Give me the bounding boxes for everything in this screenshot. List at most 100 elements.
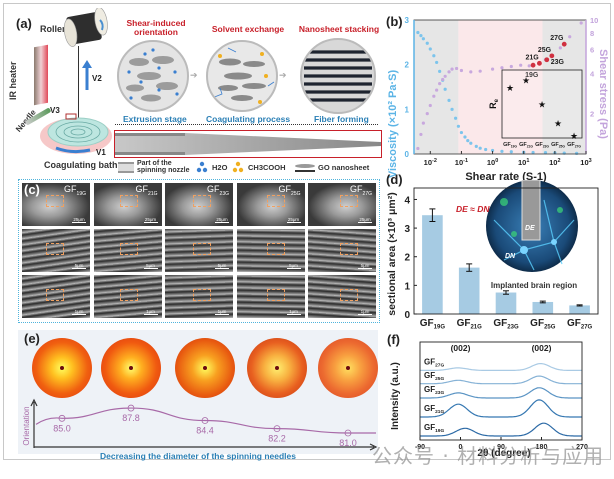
nanosheet-stacking-illustration — [300, 38, 376, 114]
sem-image: 25μm GF27G — [308, 183, 376, 226]
chart-b-point-shear-stress — [416, 146, 420, 151]
chart-b-inset-xtick-label: GF27G — [567, 142, 581, 148]
nozzle-legend-label: Part of the spinning nozzle — [137, 160, 190, 174]
chart-b-region — [414, 20, 459, 154]
chart-f-frame — [419, 341, 583, 441]
chart-d-xtick-label: GF27G — [567, 318, 593, 330]
pole-center-dot — [60, 366, 64, 370]
panel-label-d: (d) — [386, 172, 403, 187]
zoom-region-box — [119, 195, 138, 207]
chart-b-y2tick-label: 2 — [590, 110, 594, 119]
chart-d-bar — [569, 305, 590, 314]
chart-d-bar — [532, 301, 554, 314]
chart-f-curve — [420, 375, 582, 385]
chart-b-y2label: Shear stress (Pa) — [597, 49, 608, 139]
pole-figure — [318, 338, 378, 398]
zoom-region-box — [119, 243, 138, 255]
sem-image: 1μm — [165, 275, 233, 318]
pole-figure — [101, 338, 161, 398]
stage-label-extrusion: Extrusion stage — [123, 114, 187, 124]
scale-bar: 1μm — [286, 309, 301, 315]
water-legend-label: H2O — [212, 163, 228, 172]
pole-figure — [175, 338, 235, 398]
chart-b-point-shear-stress — [527, 64, 531, 68]
chart-b-point-viscosity — [459, 130, 464, 135]
zoom-region-box — [193, 243, 211, 255]
go-nanosheet-icon — [293, 160, 317, 178]
chart-b-point-shear-stress — [435, 88, 439, 92]
chart-f-curve — [420, 399, 582, 418]
coagulating-bath-icon — [38, 110, 114, 156]
chart-b-y2tick-label: 10 — [590, 16, 598, 25]
chart-b-point-viscosity — [469, 141, 473, 145]
chart-b-point-shear-stress — [519, 63, 523, 67]
chart-b-point-shear-stress — [450, 67, 454, 71]
chart-b-inset-star: ★ — [570, 131, 578, 141]
chart-d-ytick-label: 1 — [404, 281, 410, 292]
panel-label-a: (a) — [16, 16, 32, 31]
acetic-legend-label: CH3COOH — [248, 163, 286, 172]
solvent-exchange-illustration — [206, 40, 278, 112]
chart-d-bar — [458, 267, 480, 314]
chart-b-needle-marker — [561, 41, 567, 47]
chart-d-xtick-label: GF25G — [530, 318, 556, 330]
chart-b-point-viscosity — [428, 47, 432, 51]
chart-b-point-shear-stress — [469, 70, 473, 74]
scale-bar: 1μm — [143, 309, 158, 315]
chart-b-ylabel: Viscosity (×10² Pa·S) — [387, 70, 399, 179]
chart-f-curve — [420, 363, 582, 371]
pole-figure — [32, 338, 92, 398]
chart-b-needle-label: 21G — [525, 54, 539, 61]
chart-f-xtick-label: 270 — [576, 444, 588, 451]
fiber-line — [78, 46, 79, 126]
chart-e-value-label: 87.8 — [122, 413, 140, 423]
roller-label: Roller — [40, 24, 66, 34]
chart-e-line — [35, 407, 376, 434]
sem-image: 5μm — [236, 229, 305, 272]
sem-image: 5μm — [308, 229, 376, 272]
chart-b-point-shear-stress — [500, 66, 504, 70]
brain-implant-illustration — [486, 180, 578, 272]
chart-f-series-label: GF19G — [424, 423, 444, 434]
zoom-region-box — [46, 289, 64, 301]
sem-sample-label: GF23G — [207, 184, 229, 197]
watermark: 公众号 · 材料分析与应用 — [372, 444, 605, 468]
chart-b-point-viscosity — [478, 146, 482, 150]
zoom-region-box — [266, 195, 285, 207]
nozzle-profile — [114, 130, 382, 158]
sem-image: 5μm — [93, 229, 162, 272]
chart-d: GF19G GF21G GF23G GF25G GF27G 0 1 2 3 4 sectional… — [386, 180, 599, 330]
chart-b-point-viscosity — [450, 107, 454, 111]
chart-e-value-label: 82.2 — [268, 434, 286, 444]
chart-b-xtick-label: 10-2 — [424, 158, 437, 167]
chart-b-needle-marker — [537, 60, 542, 66]
arrow-right-icon: ➔ — [190, 70, 198, 80]
chart-b-point-shear-stress — [419, 132, 423, 137]
stage-title-solvent: Solvent exchange — [211, 24, 285, 34]
chart-b-xtick-label: 101 — [518, 158, 529, 167]
pole-center-dot — [203, 366, 207, 370]
sem-image: 25μm GF21G — [93, 183, 162, 226]
chart-b-ytick-label: 3 — [405, 16, 410, 25]
sem-image: 25μm GF25G — [236, 183, 305, 226]
sem-image: 25μm GF19G — [22, 183, 90, 226]
chart-f-ylabel: Intensity (a.u.) — [390, 362, 401, 430]
e-ylabel: Orientation — [22, 406, 31, 445]
zoom-region-box — [266, 289, 285, 301]
chart-f: GF19G GF21G GF23G GF25G GF27G -90 0 90 180 270 (00… — [390, 341, 588, 458]
chart-b-point-shear-stress — [490, 67, 495, 71]
chart-f-series-label: GF25G — [424, 371, 444, 382]
chart-b-needle-marker — [549, 53, 555, 59]
equation-label: DE ≈ DN — [456, 204, 490, 214]
chart-b-point-shear-stress — [428, 103, 432, 108]
chart-b-point-shear-stress — [425, 112, 429, 116]
chart-b-inset-xtick-label: GF25G — [551, 142, 565, 148]
sem-image: 5μm — [22, 229, 90, 272]
scale-bar: 5μm — [215, 263, 229, 269]
implanted-region-label: Implanted brain region — [491, 281, 577, 290]
chart-b-point-shear-stress — [459, 68, 464, 73]
chart-f-series-label: GF27G — [424, 357, 444, 368]
water-molecule-icon — [196, 160, 208, 178]
chart-b-y2tick-label: 4 — [590, 69, 595, 78]
roller-icon — [62, 7, 110, 50]
